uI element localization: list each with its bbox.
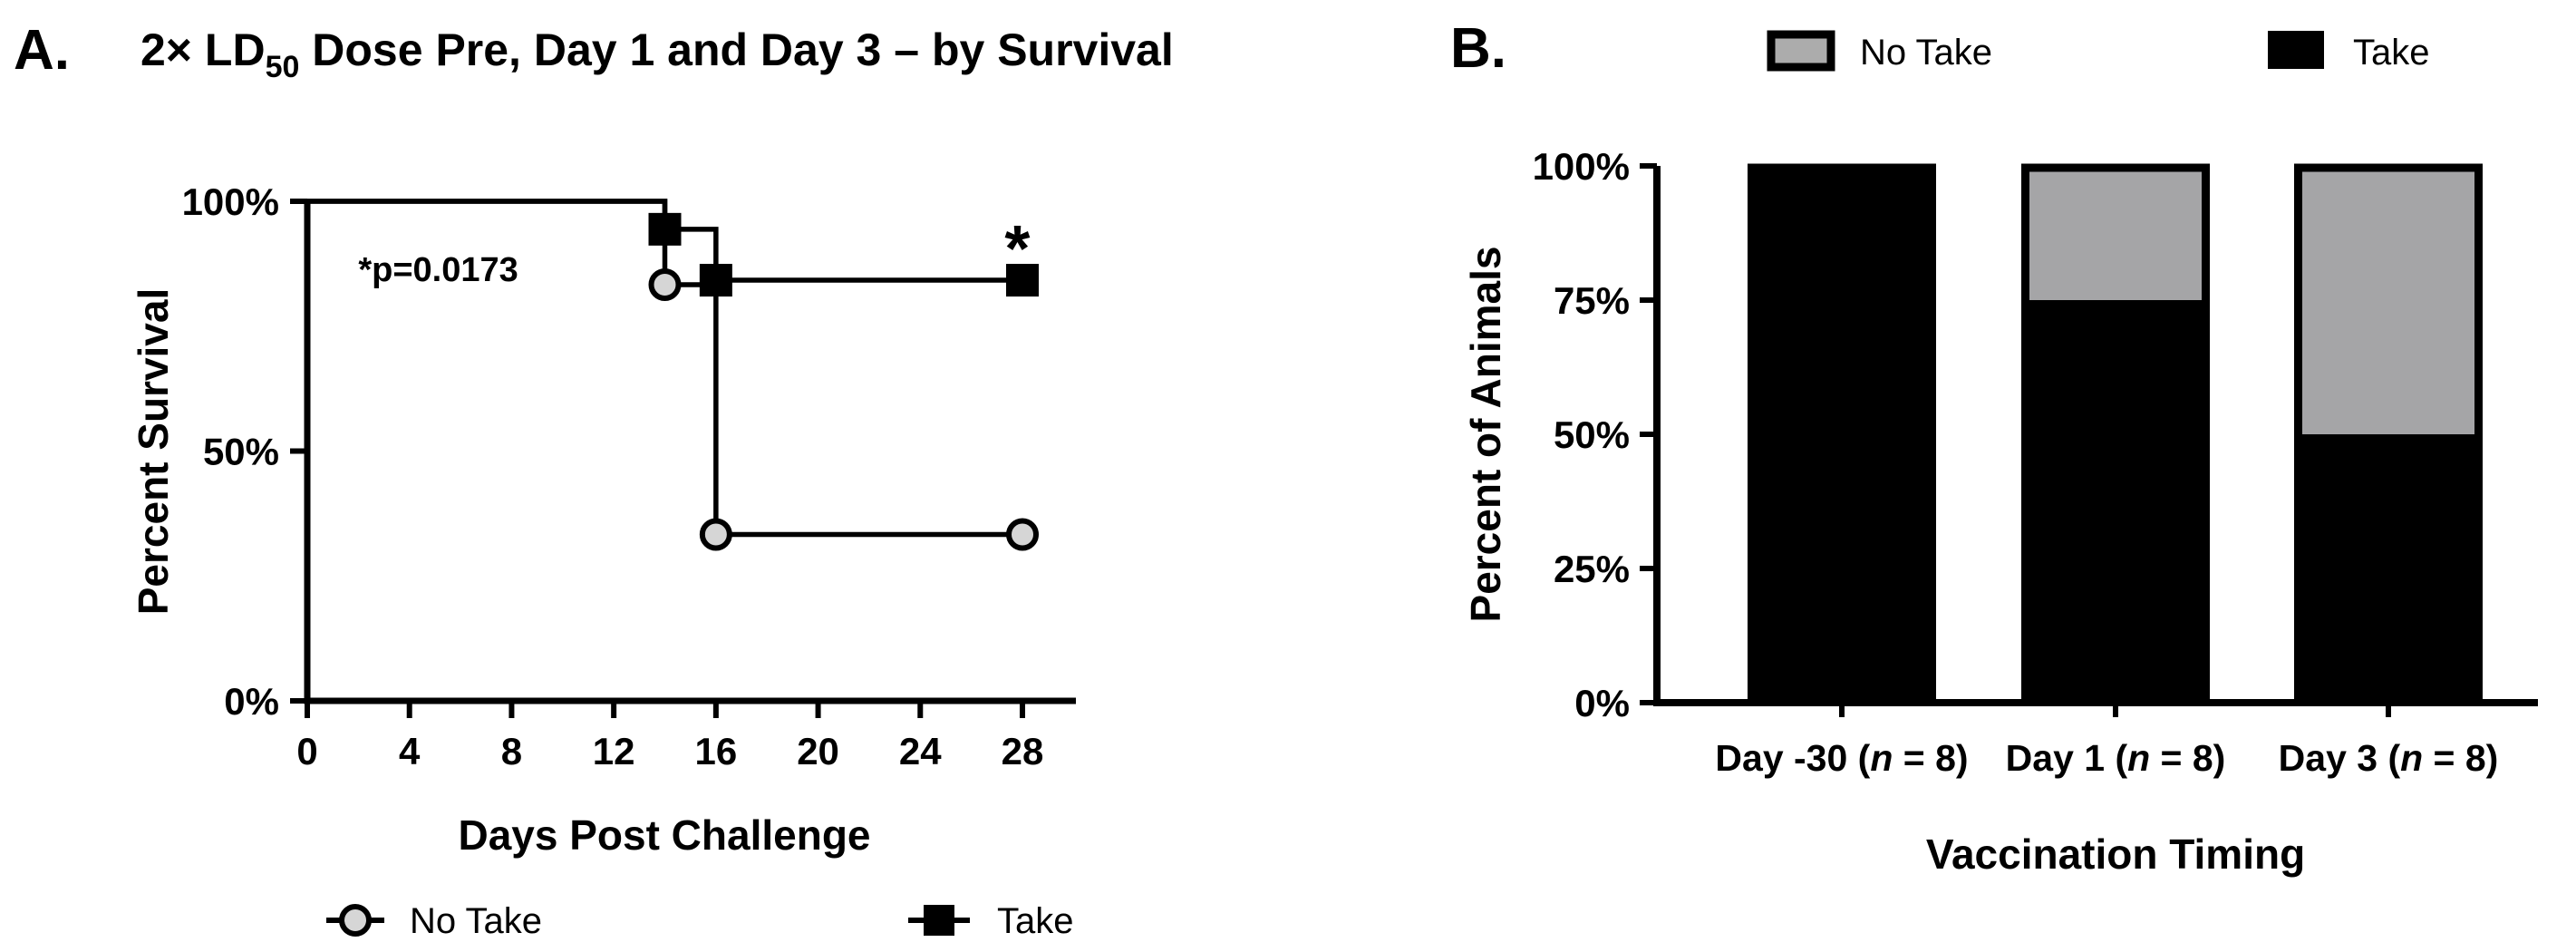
take-b-legend-label: Take: [2353, 33, 2430, 73]
bar-day--30-n-8--take-segment: [1748, 163, 1936, 705]
panel-a-y-axis-title: Percent Survival: [130, 288, 177, 616]
no-take-marker: [1006, 518, 1039, 551]
b-category-label-part: Day 3 (: [2279, 737, 2401, 779]
take-legend-marker-icon: [924, 905, 954, 936]
b-y-tick-label: 75%: [1554, 279, 1630, 322]
take-marker: [1006, 264, 1039, 297]
bar-day-3-n-8--no-take-segment: [2302, 171, 2474, 434]
panel-a-title-main: 2× LD: [140, 24, 266, 75]
a-y-tick-label: 100%: [182, 180, 279, 223]
bar-day-1-n-8--no-take-segment: [2029, 171, 2202, 300]
a-x-tick-label: 0: [296, 730, 317, 772]
no-take-legend-marker-icon: [339, 904, 372, 937]
b-category-label-part: Day 1 (: [2006, 737, 2128, 779]
b-category-label: Day 1 (n = 8): [2006, 737, 2226, 779]
panel-b-label: B.: [1450, 17, 1506, 80]
b-category-label-part: n: [2400, 737, 2423, 779]
a-x-tick-label: 28: [1002, 730, 1044, 772]
panel-a-title-rest: Dose Pre, Day 1 and Day 3 – by Survival: [299, 24, 1173, 75]
b-y-tick-label: 100%: [1533, 145, 1630, 188]
panel-b-x-axis-title: Vaccination Timing: [1926, 831, 2305, 878]
b-y-tick-label: 25%: [1554, 548, 1630, 590]
no-take-swatch-icon: [1767, 30, 1835, 72]
panel-b-legend: No Take Take: [1767, 30, 2430, 73]
legend-b-no-take: No Take: [1767, 30, 1992, 73]
a-x-tick-label: 4: [399, 730, 421, 772]
a-x-tick-label: 24: [899, 730, 942, 772]
a-y-tick-label: 50%: [203, 431, 279, 473]
b-category-label-part: Day -30 (: [1715, 737, 1870, 779]
b-category-label-part: = 8): [2423, 737, 2498, 779]
significance-asterisk: *: [1004, 213, 1030, 286]
take-marker: [648, 212, 682, 246]
panel-a-label: A.: [14, 19, 70, 82]
b-y-tick-label: 0%: [1574, 682, 1630, 724]
p-value-annotation: *p=0.0173: [358, 251, 518, 289]
b-category-label: Day 3 (n = 8): [2279, 737, 2499, 779]
b-category-label-part: n: [1870, 737, 1893, 779]
legend-b-take: Take: [2268, 31, 2430, 73]
b-category-label-part: = 8): [2150, 737, 2225, 779]
no-take-legend-label: No Take: [410, 901, 542, 941]
legend-a-take: Take: [908, 901, 1074, 941]
no-take-b-legend-label: No Take: [1860, 33, 1992, 73]
no-take-marker: [699, 518, 732, 551]
take-swatch-icon: [2268, 31, 2324, 69]
panel-a-title-subscript: 50: [266, 50, 300, 84]
b-category-label-part: n: [2127, 737, 2150, 779]
take-curve: [307, 199, 1022, 283]
b-category-label: Day -30 (n = 8): [1715, 737, 1968, 779]
a-x-tick-label: 20: [797, 730, 839, 772]
take-legend-label: Take: [997, 901, 1074, 941]
a-x-tick-label: 8: [501, 730, 522, 772]
panel-b-stacked-bar-plot: 0%25%50%75%100%Day -30 (n = 8) Day 1 (n =…: [1533, 145, 2538, 779]
legend-a-no-take: No Take: [326, 901, 542, 941]
no-take-marker: [648, 268, 682, 302]
b-y-tick-label: 50%: [1554, 413, 1630, 456]
panel-a-x-axis-title: Days Post Challenge: [458, 811, 870, 859]
panel-a-legend: No Take Take: [326, 901, 1074, 941]
panel-b-y-axis-title: Percent of Animals: [1462, 247, 1509, 623]
b-category-label-part: = 8): [1893, 737, 1968, 779]
a-x-tick-label: 16: [694, 730, 737, 772]
a-x-tick-label: 12: [593, 730, 635, 772]
panel-a-survival-plot: 0 4 8 12 16 20 24 28 0% 50% 100% *p=0.0173 *: [182, 180, 1076, 772]
panel-a-title: 2× LD50 Dose Pre, Day 1 and Day 3 – by S…: [140, 24, 1174, 84]
a-y-tick-label: 0%: [224, 680, 279, 723]
take-marker: [699, 264, 732, 297]
